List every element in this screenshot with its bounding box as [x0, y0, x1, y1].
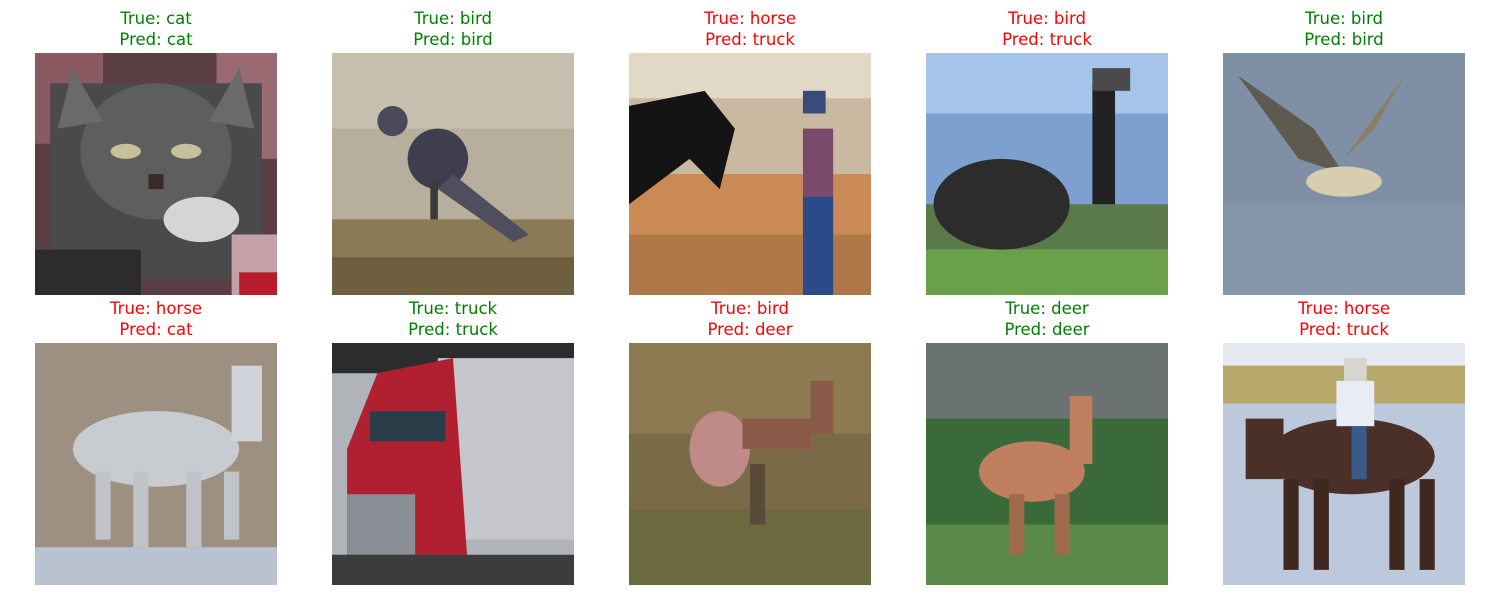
sample-caption: True: horse Pred: cat	[6, 298, 306, 340]
horse-image	[35, 343, 277, 585]
true-label: True: truck	[408, 299, 498, 318]
true-label: True: bird	[1305, 9, 1383, 28]
truck-image	[332, 343, 574, 585]
deer-image	[926, 343, 1168, 585]
sample-caption: True: bird Pred: bird	[303, 8, 603, 50]
pred-label: Pred: cat	[119, 320, 193, 339]
sample-caption: True: horse Pred: truck	[600, 8, 900, 50]
true-label: True: horse	[110, 299, 202, 318]
bird-image	[1223, 53, 1465, 295]
sample-caption: True: cat Pred: cat	[6, 8, 306, 50]
true-label: True: deer	[1005, 299, 1089, 318]
horse-image	[629, 53, 871, 295]
cat-image	[35, 53, 277, 295]
horse-image	[1223, 343, 1465, 585]
bird-image	[926, 53, 1168, 295]
pred-label: Pred: truck	[1299, 320, 1389, 339]
pred-label: Pred: deer	[707, 320, 793, 339]
sample-caption: True: deer Pred: deer	[897, 298, 1197, 340]
true-label: True: bird	[1008, 9, 1086, 28]
true-label: True: bird	[711, 299, 789, 318]
sample-caption: True: truck Pred: truck	[303, 298, 603, 340]
bird-image	[629, 343, 871, 585]
pred-label: Pred: deer	[1004, 320, 1090, 339]
pred-label: Pred: truck	[705, 30, 795, 49]
true-label: True: bird	[414, 9, 492, 28]
pred-label: Pred: truck	[408, 320, 498, 339]
pred-label: Pred: cat	[119, 30, 193, 49]
sample-caption: True: bird Pred: truck	[897, 8, 1197, 50]
pred-label: Pred: bird	[1304, 30, 1384, 49]
sample-caption: True: bird Pred: bird	[1194, 8, 1494, 50]
true-label: True: cat	[120, 9, 192, 28]
true-label: True: horse	[704, 9, 796, 28]
true-label: True: horse	[1298, 299, 1390, 318]
sample-caption: True: bird Pred: deer	[600, 298, 900, 340]
bird-image	[332, 53, 574, 295]
pred-label: Pred: truck	[1002, 30, 1092, 49]
pred-label: Pred: bird	[413, 30, 493, 49]
sample-caption: True: horse Pred: truck	[1194, 298, 1494, 340]
